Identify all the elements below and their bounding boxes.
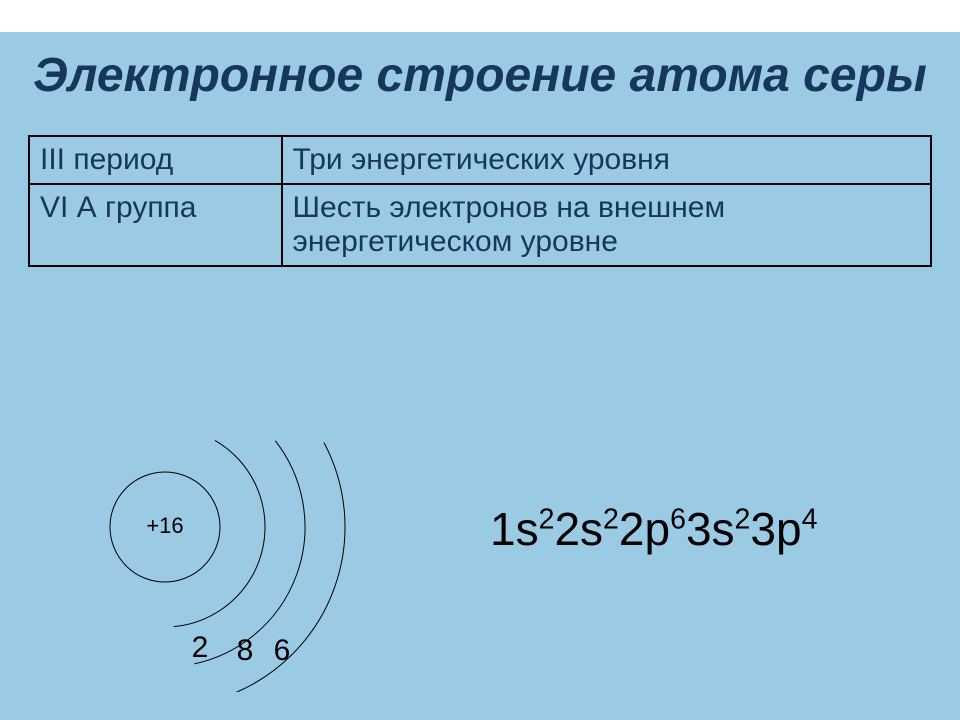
config-subshell: 2s (554, 503, 603, 555)
config-subshell: 2p (619, 503, 670, 555)
table-row: VI А группаШесть электронов на внешнем э… (29, 184, 931, 266)
atom-diagram-svg: +16 286 (70, 432, 370, 692)
config-subshell: 3p (750, 503, 801, 555)
slide-title: Электронное строение атома серы (0, 32, 960, 103)
shell-electron-count-1: 2 (192, 631, 209, 664)
table-cell-right: Три энергетических уровня (282, 136, 931, 184)
shell-electron-count-2: 8 (237, 634, 254, 667)
atom-diagram: +16 286 (70, 432, 370, 692)
config-subshell: 3s (686, 503, 735, 555)
info-table: III периодТри энергетических уровняVI А … (28, 135, 932, 267)
table-row: III периодТри энергетических уровня (29, 136, 931, 184)
config-superscript: 2 (735, 504, 751, 536)
info-table-body: III периодТри энергетических уровняVI А … (29, 136, 931, 266)
table-cell-right: Шесть электронов на внешнем энергетическ… (282, 184, 931, 266)
slide: Электронное строение атома серы III пери… (0, 32, 960, 720)
config-superscript: 4 (802, 504, 818, 536)
config-superscript: 6 (670, 504, 686, 536)
table-cell-left: VI А группа (29, 184, 282, 266)
nucleus-label: +16 (146, 513, 183, 538)
table-cell-left: III период (29, 136, 282, 184)
config-subshell: 1s (490, 503, 539, 555)
config-superscript: 2 (603, 504, 619, 536)
shell-electron-count-3: 6 (274, 634, 291, 667)
electron-configuration: 1s22s22p63s23p4 (490, 502, 817, 556)
config-superscript: 2 (539, 504, 555, 536)
